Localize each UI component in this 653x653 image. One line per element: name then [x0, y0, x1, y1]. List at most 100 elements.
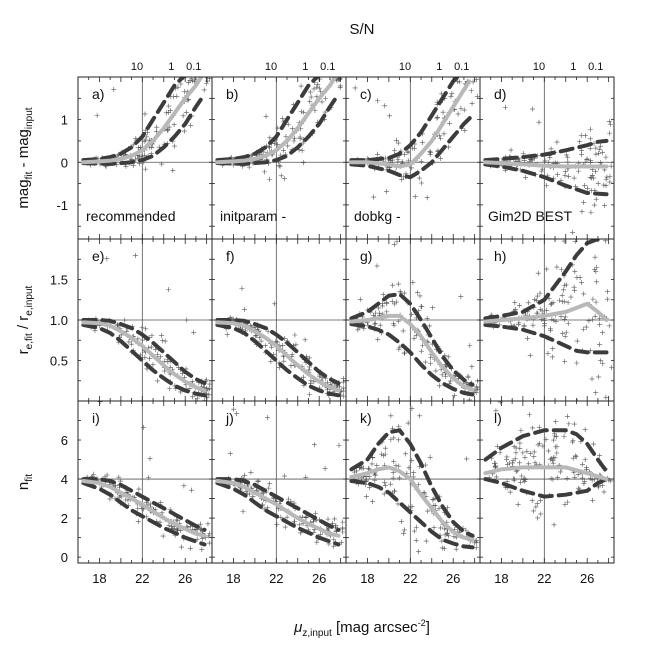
scatter-point	[388, 481, 394, 487]
scatter-point	[197, 521, 203, 527]
scatter-point	[204, 78, 210, 84]
scatter-point	[391, 488, 397, 494]
x-tick-label: 22	[269, 571, 283, 586]
scatter-point	[566, 421, 572, 427]
scatter-point	[511, 477, 517, 483]
scatter-point	[416, 175, 422, 181]
scatter-point	[474, 538, 480, 544]
scatter-point	[584, 157, 590, 163]
panel-label: d)	[494, 86, 506, 102]
scatter-point	[531, 454, 537, 460]
scatter-point	[600, 330, 606, 336]
scatter-point	[535, 293, 541, 299]
scatter-point	[572, 268, 578, 274]
scatter-point	[261, 506, 267, 512]
scatter-point	[606, 118, 612, 124]
scatter-point	[154, 124, 160, 130]
scatter-point	[525, 300, 531, 306]
scatter-point	[582, 417, 587, 422]
scatter-point	[570, 229, 576, 235]
scatter-point	[576, 398, 578, 401]
scatter-point	[582, 478, 588, 484]
scatter-point	[322, 466, 328, 472]
scatter-point	[590, 441, 596, 447]
scatter-point	[549, 316, 555, 322]
scatter-point	[431, 502, 437, 508]
scatter-point	[207, 77, 208, 79]
scatter-point	[504, 457, 510, 463]
scatter-point	[518, 479, 524, 485]
scatter-point	[370, 499, 376, 505]
x-label-exp: -2	[418, 618, 426, 628]
y-tick-label: 1.0	[50, 313, 68, 328]
scatter-point	[132, 253, 138, 259]
scatter-point	[469, 100, 475, 106]
scatter-point	[166, 124, 172, 130]
median-line	[349, 79, 472, 169]
sn-tick-label: 0.1	[588, 61, 603, 73]
scatter-point	[283, 133, 289, 139]
scatter-point	[135, 505, 141, 511]
scatter-point	[143, 166, 149, 172]
scatter-point	[390, 282, 396, 288]
scatter-point	[517, 440, 523, 446]
scatter-point	[439, 372, 445, 378]
scatter-point	[129, 341, 135, 347]
scatter-point	[458, 105, 464, 111]
y-tick-label: -1	[56, 198, 68, 213]
scatter-point	[167, 386, 173, 392]
scatter-point	[531, 449, 537, 455]
scatter-point	[352, 85, 358, 91]
scatter-point	[436, 383, 442, 389]
scatter-point	[181, 89, 187, 95]
scatter-point	[451, 533, 457, 539]
upper-band-line	[349, 428, 475, 538]
scatter-point	[418, 159, 424, 165]
y-tick-label: 0	[61, 155, 68, 170]
x-tick-label: 18	[92, 571, 106, 586]
scatter-point	[421, 490, 427, 496]
scatter-point	[340, 375, 346, 381]
scatter-point	[240, 508, 246, 514]
scatter-point	[535, 515, 541, 521]
scatter-point	[341, 385, 346, 391]
scatter-point	[281, 358, 287, 364]
scatter-point	[415, 482, 421, 488]
scatter-point	[250, 494, 256, 500]
scatter-point	[371, 194, 377, 200]
scatter-point	[538, 511, 544, 517]
scatter-point	[593, 151, 599, 157]
scatter-point	[566, 173, 572, 179]
scatter-point	[274, 522, 280, 528]
scatter-point	[469, 68, 474, 73]
scatter-point	[398, 390, 403, 395]
scatter-point	[554, 450, 560, 456]
scatter-point	[146, 475, 152, 481]
scatter-point	[582, 456, 588, 462]
scatter-point	[427, 454, 433, 460]
scatter-point	[529, 498, 535, 504]
scatter-point	[509, 460, 515, 466]
scatter-point	[472, 70, 477, 75]
scatter-point	[329, 0, 334, 3]
upper-band-line	[349, 77, 460, 163]
sn-tick-label: 10	[265, 61, 277, 73]
scatter-point	[307, 391, 313, 397]
scatter-point	[492, 464, 498, 470]
scatter-point	[262, 343, 268, 349]
sn-tick-label: 1	[436, 61, 442, 73]
scatter-point	[282, 473, 288, 479]
scatter-point	[467, 52, 472, 57]
scatter-point	[160, 533, 166, 539]
panel-f: f)	[211, 238, 347, 402]
scatter-point	[375, 337, 381, 343]
scatter-point	[465, 373, 471, 379]
scatter-point	[550, 346, 556, 352]
scatter-point	[579, 209, 585, 215]
scatter-point	[575, 485, 581, 491]
scatter-point	[411, 336, 417, 342]
scatter-point	[524, 448, 530, 454]
scatter-point	[246, 491, 252, 497]
scatter-point	[534, 500, 540, 506]
scatter-point	[340, 519, 346, 525]
